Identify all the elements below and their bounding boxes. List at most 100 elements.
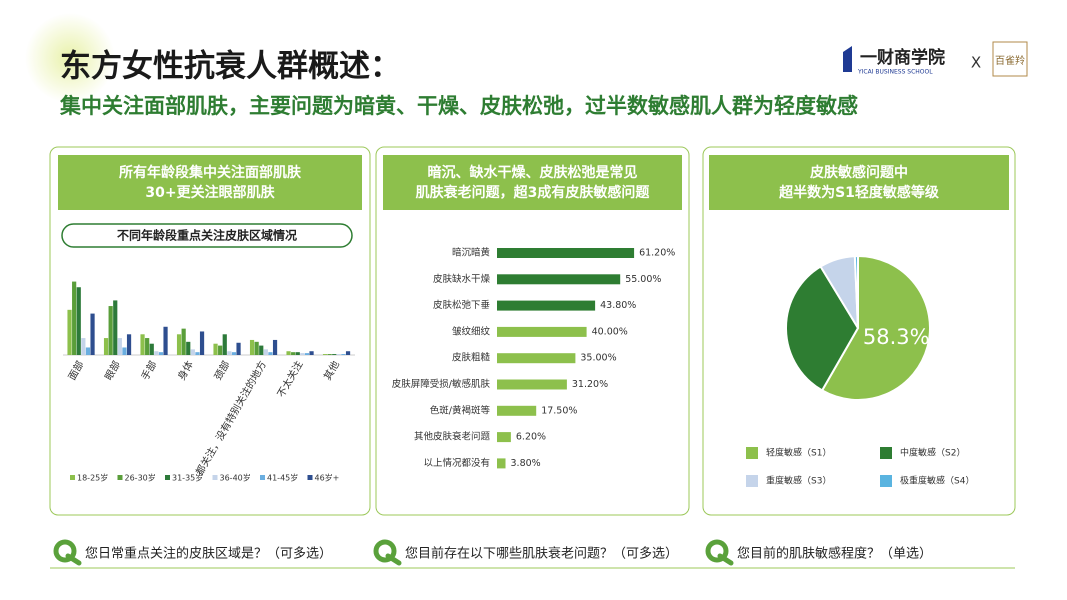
bar	[497, 248, 635, 258]
bar	[327, 354, 332, 355]
pie-slice	[820, 254, 931, 401]
bar	[497, 405, 537, 416]
panel-title: 暗沉、缺水干燥、皮肤松弛是常见	[428, 164, 638, 181]
bar	[249, 339, 255, 355]
value-label: 43.80%	[600, 300, 636, 311]
value-label: 40.00%	[592, 326, 628, 337]
bar	[113, 300, 118, 355]
value-label: 3.80%	[511, 458, 541, 469]
bar	[259, 345, 264, 355]
bar	[304, 353, 310, 355]
pie-slice	[785, 265, 860, 392]
logo-x: X	[971, 54, 981, 72]
panel-header	[383, 155, 682, 210]
legend-label: 36-40岁	[220, 473, 251, 483]
value-label: 31.20%	[572, 379, 608, 390]
y-tick-label: 皮肤松弛下垂	[433, 299, 490, 311]
legend-label: 极重度敏感（S4）	[900, 475, 974, 487]
bar	[145, 338, 150, 355]
bar	[291, 352, 296, 355]
bar	[497, 274, 621, 285]
legend-swatch	[746, 475, 758, 487]
legend-label: 重度敏感（S3）	[766, 475, 831, 487]
logo-partner: 百雀羚	[995, 54, 1025, 67]
subtitle-pill	[61, 223, 353, 248]
bar	[117, 338, 122, 355]
bar	[181, 328, 186, 355]
value-label: 58.3%	[863, 325, 930, 349]
q-icon	[373, 539, 397, 563]
bar	[497, 300, 596, 311]
bar	[300, 353, 305, 355]
legend-swatch	[117, 475, 123, 480]
question: 您目前存在以下哪些肌肤衰老问题？（可多选）	[405, 546, 678, 562]
bar	[163, 326, 168, 355]
bar	[76, 287, 81, 355]
bar	[195, 352, 200, 355]
y-tick-label: 皮肤粗糙	[452, 352, 491, 364]
q-icon-tail	[717, 553, 734, 566]
legend-swatch	[880, 447, 892, 459]
bar	[295, 352, 300, 355]
q-icon-tail	[65, 553, 82, 566]
bar	[497, 353, 576, 364]
chart-subtitle: 不同年龄段重点关注皮肤区域情况	[117, 228, 297, 243]
bar	[154, 351, 159, 355]
y-tick-label: 皮肤缺水干燥	[433, 273, 491, 285]
legend-swatch	[746, 447, 758, 459]
partner-frame	[992, 41, 1028, 77]
bar	[186, 341, 191, 355]
bar	[190, 349, 195, 355]
bar	[222, 334, 227, 355]
y-tick-label: 皮肤屏障受损/敏感肌肤	[392, 378, 491, 390]
bar	[497, 379, 567, 390]
bar	[497, 458, 506, 469]
legend-label: 31-35岁	[172, 473, 203, 483]
question: 您日常重点关注的皮肤区域是？（可多选）	[85, 546, 332, 562]
value-label: 35.00%	[580, 353, 616, 364]
bar	[122, 347, 127, 355]
value-label: 61.20%	[639, 248, 675, 259]
value-label: 55.00%	[625, 274, 661, 285]
y-tick-label: 暗沉暗黄	[452, 247, 490, 259]
bar	[149, 343, 154, 355]
bar	[309, 351, 314, 355]
bar	[67, 309, 72, 355]
legend-label: 中度敏感（S2）	[900, 447, 965, 459]
panel-header	[709, 155, 1009, 210]
subtitle: 集中关注面部肌肤，主要问题为暗黄、干燥、皮肤松弛，过半数敏感肌人群为轻度敏感	[59, 94, 858, 118]
bar	[272, 339, 278, 355]
y-tick-label: 色斑/黄褐斑等	[430, 404, 491, 416]
glow	[25, 13, 115, 103]
legend-label: 46岁+	[315, 473, 340, 483]
q-icon-tail	[385, 553, 402, 566]
bar	[126, 334, 132, 355]
legend-swatch	[880, 475, 892, 487]
logo-sub: YICAI BUSINESS SCHOOL	[857, 69, 933, 76]
bar	[72, 281, 77, 355]
legend-label: 轻度敏感（S1）	[766, 447, 831, 459]
y-tick-label: 其他皮肤衰老问题	[414, 431, 491, 443]
bar	[108, 306, 113, 355]
bar	[227, 351, 232, 355]
bar	[81, 338, 86, 355]
q-icon	[705, 539, 729, 563]
panel-title: 超半数为S1轻度敏感等级	[778, 184, 940, 201]
title: 东方女性抗衰人群概述：	[60, 49, 401, 85]
bar	[85, 347, 91, 355]
bar	[286, 351, 291, 355]
legend-swatch	[165, 475, 170, 480]
logo-main: 一财商学院	[860, 47, 945, 68]
panel-title: 所有年龄段集中关注面部肌肤	[119, 164, 302, 181]
legend-label: 18-25岁	[77, 473, 108, 483]
bar	[218, 345, 223, 355]
legend-swatch	[212, 475, 218, 480]
panel-title: 皮肤敏感问题中	[809, 164, 908, 181]
bar	[140, 334, 145, 355]
bar	[213, 343, 218, 355]
logo-icon	[843, 46, 852, 72]
pie-slice	[853, 254, 859, 329]
y-tick-label: 以上情况都没有	[423, 457, 490, 469]
question: 您目前的肌肤敏感程度？（单选）	[737, 546, 932, 562]
